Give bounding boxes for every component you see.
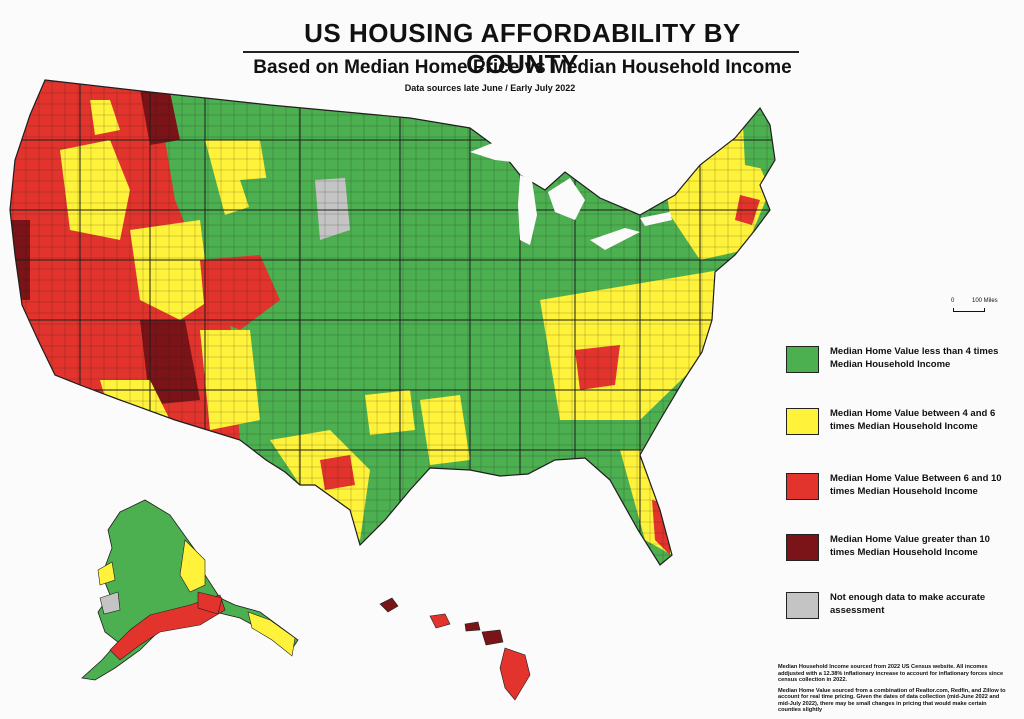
great-lakes [470,140,672,250]
legend-label-gray: Not enough data to make accurate assessm… [830,592,986,616]
legend-item-gray: Not enough data to make accurate assessm… [786,592,1016,632]
alaska-yellow-north [179,539,206,593]
region-louisiana-yellow [420,395,470,465]
alaska-map [81,499,299,681]
us-outline [9,79,776,566]
legend-item-yellow: Median Home Value between 4 and 6 times … [786,408,1016,448]
legend-swatch-green [786,346,819,373]
region-maine-green [742,105,770,170]
region-tennessee-red [575,345,620,390]
region-newmexico-yellow [200,330,260,430]
alaska-yellow-west [97,561,116,586]
data-sources-note: Data sources late June / Early July 2022 [404,83,576,93]
region-arizona-darkred [140,320,200,405]
scale-miles-label: 100 Miles [972,298,998,304]
state-borders [10,80,775,565]
hawaii-big-island [499,647,531,701]
hawaii-map [379,597,531,701]
legend-item-darkred: Median Home Value greater than 10 times … [786,534,1016,574]
legend-item-green: Median Home Value less than 4 times Medi… [786,346,1016,386]
hawaii-molokai [464,621,481,632]
legend-swatch-red [786,473,819,500]
alaska-gray [99,591,121,615]
legend-label-green: Median Home Value less than 4 times Medi… [830,346,999,370]
legend-item-red: Median Home Value Between 6 and 10 times… [786,473,1016,513]
region-wyoming-green [240,175,305,225]
alaska-yellow-panhandle [247,611,296,657]
region-dakota-gray [315,178,350,240]
region-nevada-yellow [60,140,130,240]
lake-ontario [640,212,672,226]
legend-label-red: Median Home Value Between 6 and 10 times… [830,473,1002,497]
title-underline [243,51,799,53]
legend-swatch-gray [786,592,819,619]
legend-swatch-yellow [786,408,819,435]
hawaii-kauai [379,597,399,613]
lake-superior [470,140,545,163]
region-oregon-yellow [90,100,120,135]
lake-huron [548,178,585,220]
footnotes: Median Household Income sourced from 202… [778,664,1014,719]
alaska-red-kenai [197,591,223,615]
map-subtitle: Based on Median Home Price vs Median Hou… [253,57,792,78]
scale-zero-label: 0 [951,298,955,304]
hawaii-maui [481,629,504,646]
map-title: US HOUSING AFFORDABILITY BY COUNTY [304,18,741,79]
footnote-home-value: Median Home Value sourced from a combina… [778,687,1006,714]
scale-line [953,308,985,312]
region-texas-red [320,455,355,490]
legend-label-darkred: Median Home Value greater than 10 times … [830,534,990,558]
lake-michigan [518,175,537,245]
legend-swatch-darkred [786,534,819,561]
hawaii-oahu [429,613,451,629]
legend-label-yellow: Median Home Value between 4 and 6 times … [830,408,996,432]
footnote-income: Median Household Income sourced from 202… [778,664,1004,683]
scale-bar: 0 100 Miles [951,298,1011,318]
lake-erie [590,228,640,250]
